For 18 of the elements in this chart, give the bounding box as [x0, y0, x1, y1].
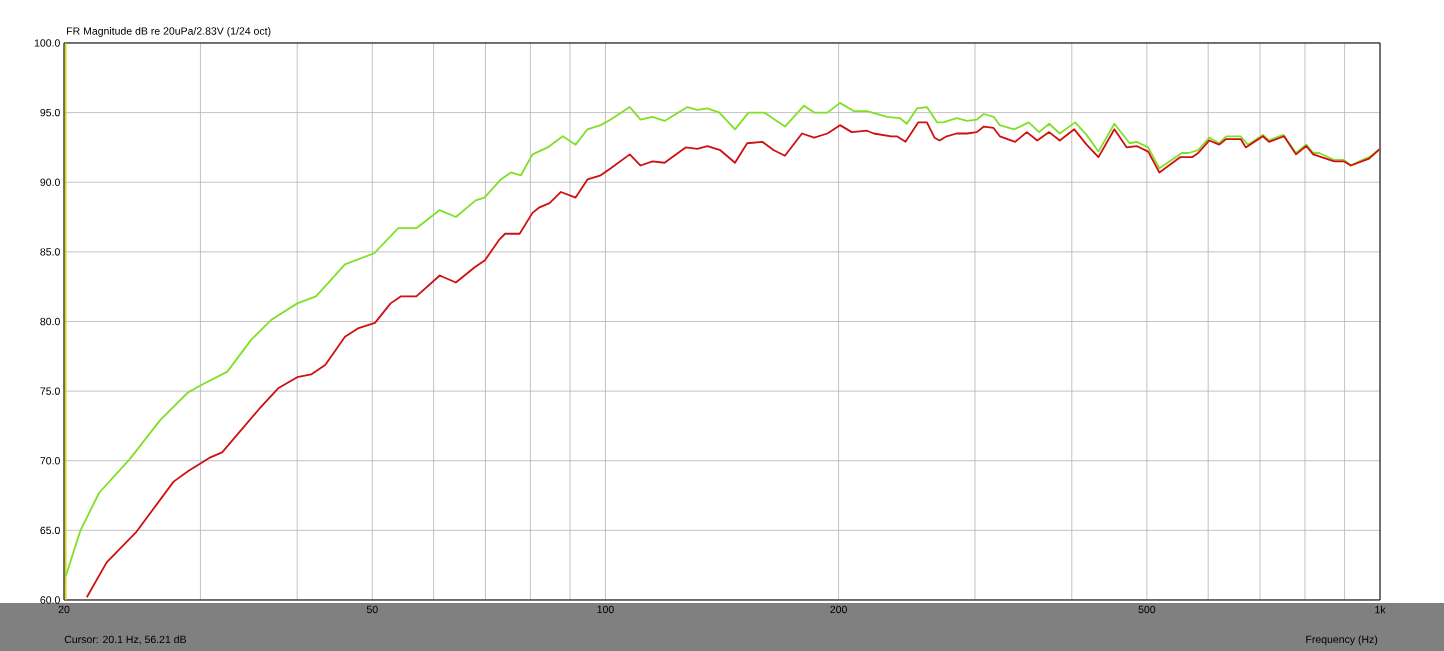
x-axis-title: Frequency (Hz) [1306, 635, 1378, 646]
y-tick-label: 70.0 [40, 457, 60, 465]
y-tick-label: 60.0 [40, 596, 60, 604]
y-tick-label: 65.0 [40, 526, 60, 535]
x-tick-label: 100 [597, 605, 614, 614]
y-tick-label: 100.0 [34, 39, 60, 47]
x-tick-label: 20 [58, 605, 70, 614]
y-tick-label: 85.0 [40, 248, 60, 256]
y-tick-label: 95.0 [40, 108, 60, 117]
chart-title: FR Magnitude dB re 20uPa/2.83V (1/24 oct) [67, 27, 271, 37]
y-tick-label: 80.0 [40, 317, 60, 326]
x-tick-label: 1k [1375, 605, 1386, 614]
x-tick-label: 500 [1138, 605, 1156, 614]
y-tick-label: 75.0 [40, 387, 60, 395]
y-tick-label: 90.0 [40, 178, 60, 186]
x-tick-label: 50 [366, 605, 378, 614]
x-tick-label: 200 [830, 605, 847, 614]
text: Cursor: 20.1 Hz, 56.21 dB [64, 635, 187, 645]
